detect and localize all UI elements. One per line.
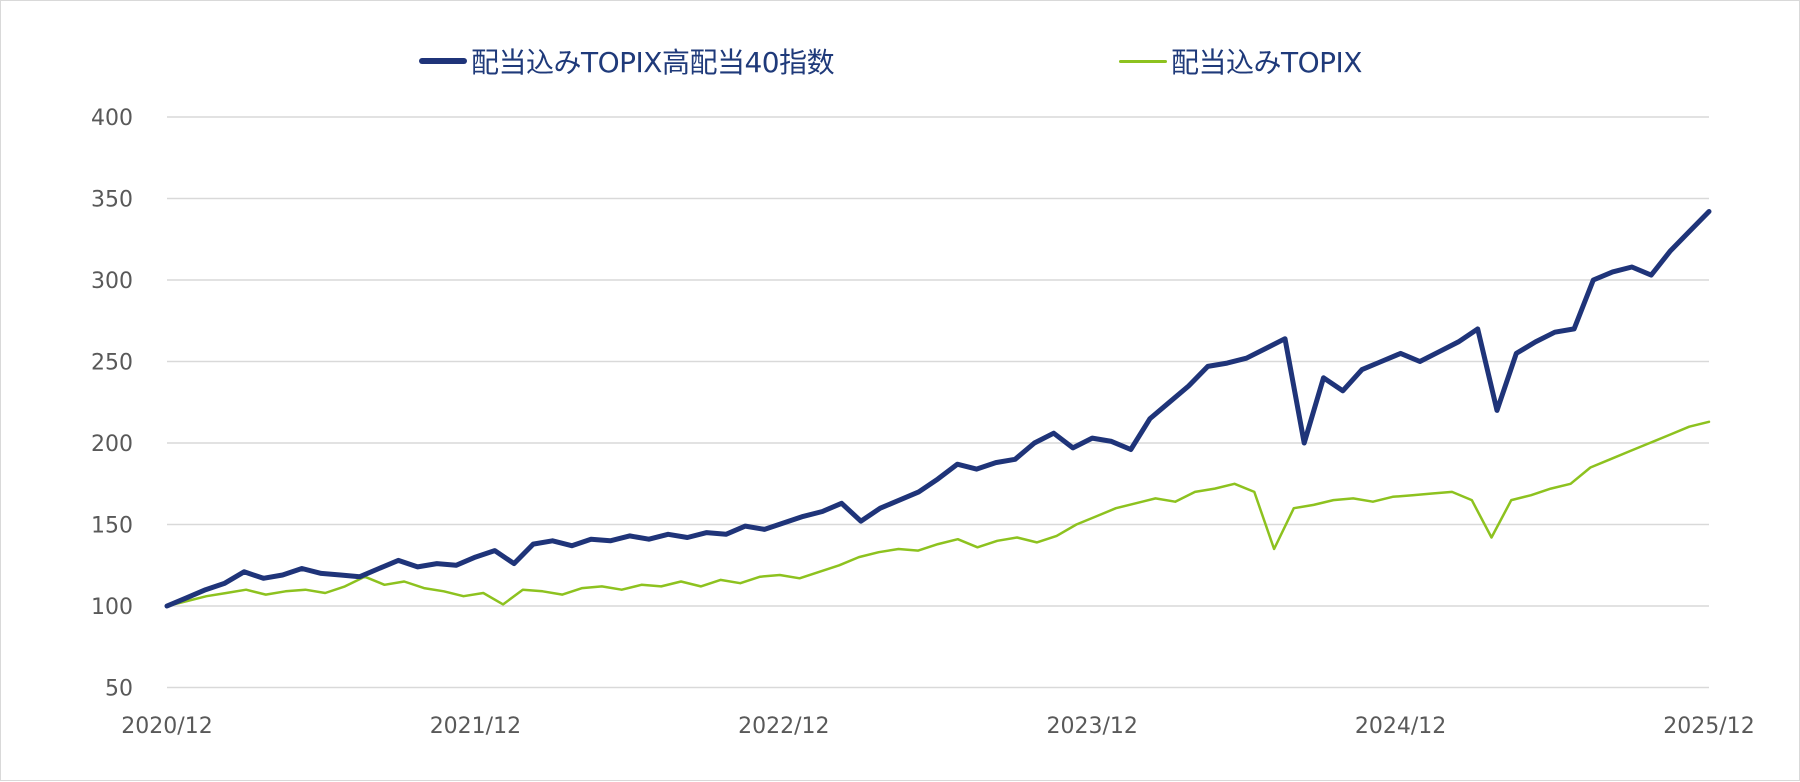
legend-item-high-dividend-40: 配当込みTOPIX高配当40指数 [419, 39, 835, 83]
gridlines [167, 116, 1709, 689]
x-tick-label: 2023/12 [1046, 714, 1137, 739]
y-tick-label: 150 [91, 514, 133, 539]
series-line [165, 420, 1711, 608]
y-tick-label: 400 [91, 106, 133, 131]
series-line [164, 209, 1712, 609]
x-tick-label: 2025/12 [1663, 714, 1754, 739]
y-tick-label: 200 [91, 432, 133, 457]
legend-swatch-green [1119, 59, 1167, 63]
x-axis-ticks: 2020/12 2021/12 2022/12 2023/12 2024/12 2025/… [121, 714, 1754, 739]
y-tick-label: 50 [105, 677, 133, 702]
series-lines [164, 209, 1712, 609]
y-tick-label: 300 [91, 269, 133, 294]
y-tick-label: 100 [91, 595, 133, 620]
y-tick-label: 350 [91, 188, 133, 213]
x-tick-label: 2020/12 [121, 714, 212, 739]
x-tick-label: 2024/12 [1355, 714, 1446, 739]
x-tick-label: 2021/12 [430, 714, 521, 739]
legend-swatch-navy [419, 58, 467, 64]
legend-label: 配当込みTOPIX [1171, 46, 1362, 79]
chart-legend: 配当込みTOPIX高配当40指数 配当込みTOPIX [1, 39, 1800, 83]
legend-item-topix: 配当込みTOPIX [1119, 39, 1362, 83]
y-axis-ticks: 400 350 300 250 200 150 100 50 [91, 106, 133, 702]
x-tick-label: 2022/12 [738, 714, 829, 739]
y-tick-label: 250 [91, 351, 133, 376]
legend-label: 配当込みTOPIX高配当40指数 [471, 46, 835, 79]
